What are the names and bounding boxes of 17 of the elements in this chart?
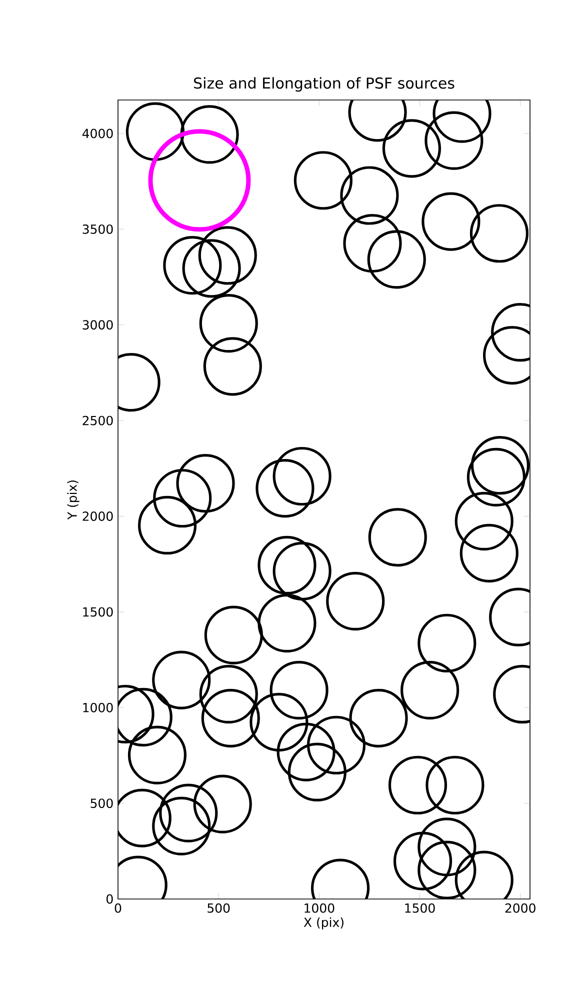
y-tick-label: 4000 — [82, 128, 113, 138]
y-tick-label: 500 — [90, 798, 113, 808]
y-tick-label: 2000 — [82, 512, 113, 521]
y-tick-label: 0 — [106, 894, 113, 904]
y-tick-label: 3500 — [82, 224, 113, 234]
x-tick-label: 2000 — [505, 903, 536, 913]
y-tick-label: 2500 — [82, 416, 113, 426]
x-tick-label: 1000 — [304, 903, 334, 913]
y-tick-label: 1000 — [83, 702, 113, 712]
x-tick-label: 0 — [114, 903, 122, 913]
y-axis-title: Y (pix) — [67, 480, 80, 520]
x-tick-label: 500 — [208, 903, 230, 913]
y-tick-label: 3000 — [82, 320, 113, 330]
x-tick-label: 1500 — [405, 903, 435, 913]
chart-title: Size and Elongation of PSF sources — [194, 77, 454, 92]
y-tick-label: 1500 — [83, 607, 113, 617]
x-axis-title: X (pix) — [304, 917, 344, 930]
